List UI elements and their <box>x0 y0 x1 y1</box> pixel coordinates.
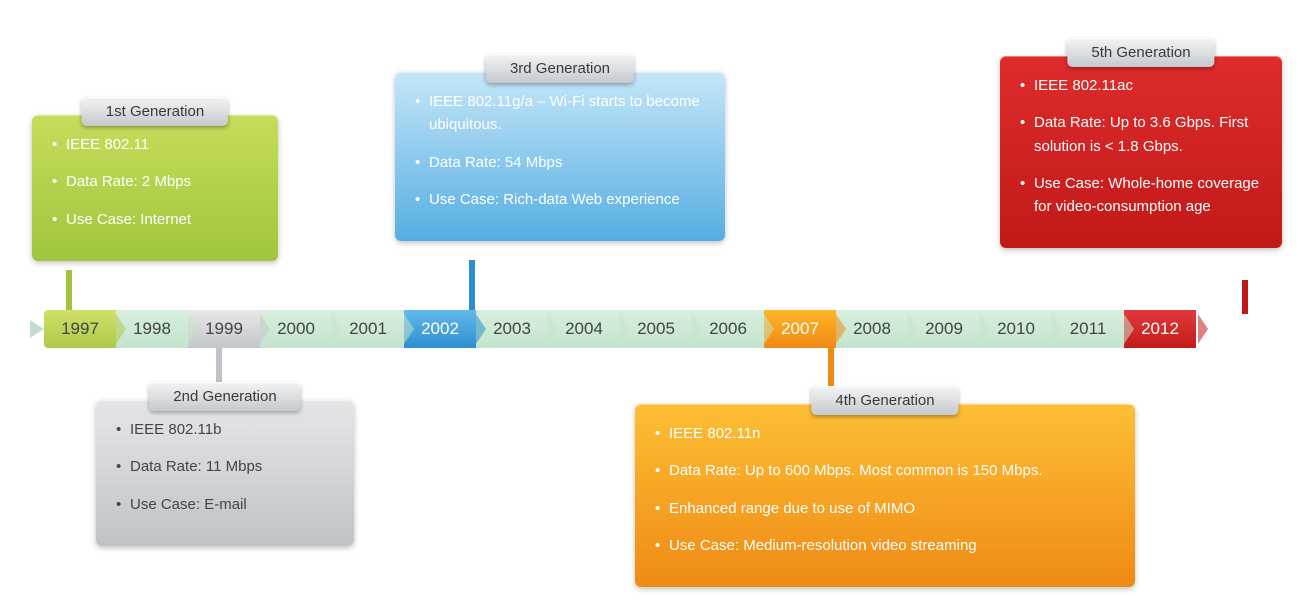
year-2005: 2005 <box>620 310 692 348</box>
year-label: 2001 <box>349 319 387 339</box>
wifi-generations-timeline: 1st Generation IEEE 802.11 Data Rate: 2 … <box>0 0 1307 604</box>
year-1997: 1997 <box>44 310 116 348</box>
card-title-gen2: 2nd Generation <box>149 382 300 411</box>
year-1998: 1998 <box>116 310 188 348</box>
year-label: 1997 <box>61 319 99 339</box>
connector-gen5 <box>1242 280 1248 314</box>
bullet: Use Case: Whole-home coverage for video-… <box>1020 172 1262 219</box>
year-2001: 2001 <box>332 310 404 348</box>
bullet: Data Rate: Up to 3.6 Gbps. First solutio… <box>1020 111 1262 158</box>
bullet: IEEE 802.11g/a – Wi-Fi starts to become … <box>415 90 705 137</box>
year-2004: 2004 <box>548 310 620 348</box>
card-gen3: 3rd Generation IEEE 802.11g/a – Wi-Fi st… <box>395 72 725 241</box>
bullet: Data Rate: 11 Mbps <box>116 455 334 478</box>
connector-gen3 <box>469 260 475 314</box>
bullet: Use Case: Internet <box>52 208 258 231</box>
bullets-gen1: IEEE 802.11 Data Rate: 2 Mbps Use Case: … <box>52 133 258 231</box>
card-title-gen5: 5th Generation <box>1067 38 1214 67</box>
card-gen4: 4th Generation IEEE 802.11n Data Rate: U… <box>635 404 1135 587</box>
bullet: IEEE 802.11ac <box>1020 74 1262 97</box>
year-label: 2012 <box>1141 319 1179 339</box>
year-label: 2003 <box>493 319 531 339</box>
year-label: 2009 <box>925 319 963 339</box>
bullet: Use Case: Medium-resolution video stream… <box>655 534 1115 557</box>
year-label: 2010 <box>997 319 1035 339</box>
year-label: 2002 <box>421 319 459 339</box>
year-2002: 2002 <box>404 310 476 348</box>
year-label: 2011 <box>1070 319 1107 339</box>
card-gen5: 5th Generation IEEE 802.11ac Data Rate: … <box>1000 56 1282 248</box>
connector-gen1 <box>66 270 72 314</box>
year-label: 2008 <box>853 319 891 339</box>
year-2011: 2011 <box>1052 310 1124 348</box>
year-1999: 1999 <box>188 310 260 348</box>
year-2003: 2003 <box>476 310 548 348</box>
bullets-gen2: IEEE 802.11b Data Rate: 11 Mbps Use Case… <box>116 418 334 516</box>
year-2012: 2012 <box>1124 310 1196 348</box>
year-label: 2006 <box>709 319 747 339</box>
year-label: 2004 <box>565 319 603 339</box>
card-gen1: 1st Generation IEEE 802.11 Data Rate: 2 … <box>32 115 278 261</box>
bullet: Data Rate: 54 Mbps <box>415 151 705 174</box>
bullet: Enhanced range due to use of MIMO <box>655 497 1115 520</box>
bullet: IEEE 802.11n <box>655 422 1115 445</box>
bullet: Use Case: Rich-data Web experience <box>415 188 705 211</box>
year-2006: 2006 <box>692 310 764 348</box>
year-label: 1998 <box>133 319 171 339</box>
bullet: Data Rate: 2 Mbps <box>52 170 258 193</box>
year-2007: 2007 <box>764 310 836 348</box>
timeline-bar: 1997 1998 1999 2000 2001 2002 2003 2004 2005 2006… <box>44 310 1196 348</box>
year-label: 2007 <box>781 319 819 339</box>
bullet: IEEE 802.11b <box>116 418 334 441</box>
year-label: 2005 <box>637 319 675 339</box>
year-2010: 2010 <box>980 310 1052 348</box>
year-label: 1999 <box>205 319 243 339</box>
bullets-gen3: IEEE 802.11g/a – Wi-Fi starts to become … <box>415 90 705 211</box>
bullets-gen5: IEEE 802.11ac Data Rate: Up to 3.6 Gbps.… <box>1020 74 1262 218</box>
bullets-gen4: IEEE 802.11n Data Rate: Up to 600 Mbps. … <box>655 422 1115 557</box>
card-title-gen3: 3rd Generation <box>486 54 634 83</box>
card-gen2: 2nd Generation IEEE 802.11b Data Rate: 1… <box>96 400 354 546</box>
card-title-gen4: 4th Generation <box>811 386 958 415</box>
year-label: 2000 <box>277 319 315 339</box>
year-2009: 2009 <box>908 310 980 348</box>
card-title-gen1: 1st Generation <box>82 97 228 126</box>
year-2008: 2008 <box>836 310 908 348</box>
year-2000: 2000 <box>260 310 332 348</box>
bullet: Data Rate: Up to 600 Mbps. Most common i… <box>655 459 1115 482</box>
bullet: IEEE 802.11 <box>52 133 258 156</box>
bullet: Use Case: E-mail <box>116 493 334 516</box>
